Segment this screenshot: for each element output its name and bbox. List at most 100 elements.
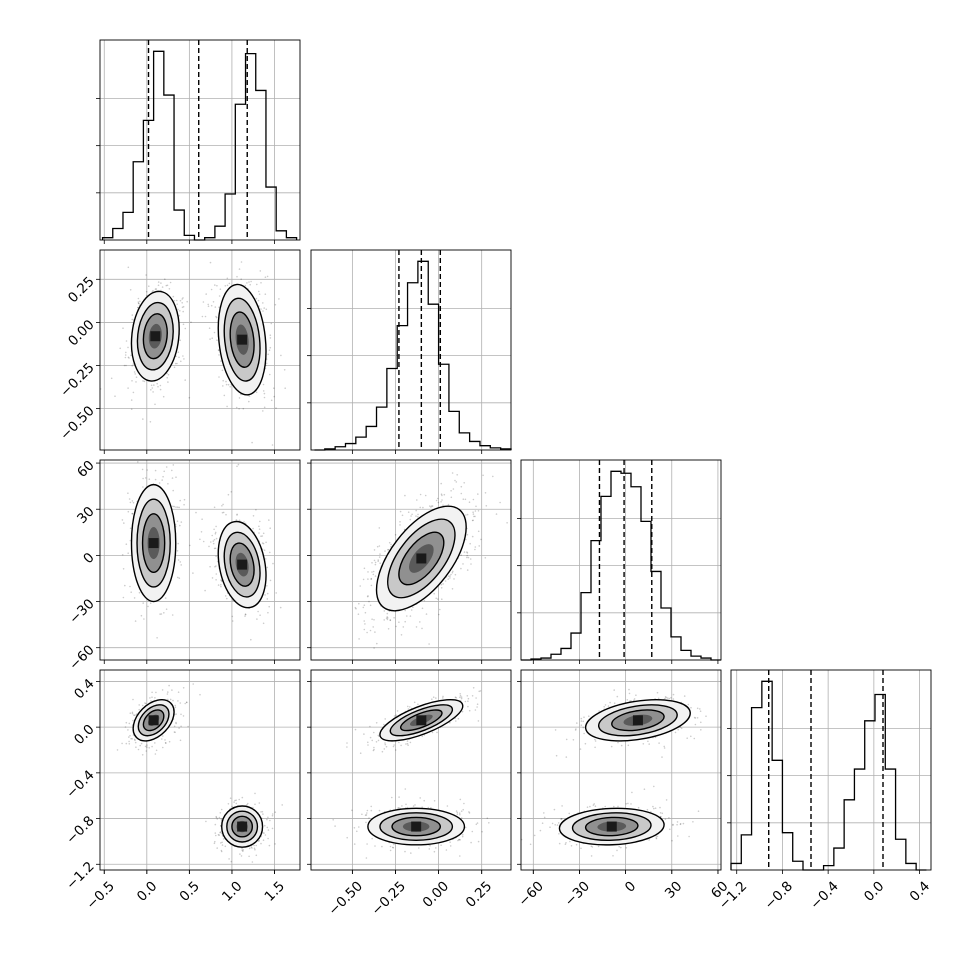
scatter-point [184, 702, 186, 705]
scatter-point [410, 609, 413, 611]
scatter-point [260, 535, 262, 537]
scatter-point [610, 745, 613, 748]
scatter-point [146, 744, 148, 746]
scatter-point [125, 340, 128, 342]
scatter-point [464, 826, 467, 829]
density-peak [411, 821, 422, 832]
scatter-point [572, 739, 575, 741]
scatter-point [127, 266, 130, 269]
scatter-point [171, 477, 174, 479]
scatter-point [216, 339, 218, 342]
scatter-point [128, 357, 130, 359]
scatter-point [129, 585, 131, 588]
scatter-point [168, 288, 171, 290]
joint-panel-3-1 [307, 669, 512, 874]
scatter-point [393, 843, 395, 846]
scatter-point [421, 607, 424, 610]
scatter-point [435, 597, 438, 600]
scatter-point [363, 733, 365, 735]
scatter-point [214, 306, 217, 308]
scatter-point [169, 281, 172, 284]
scatter-point [462, 498, 465, 501]
scatter-point [179, 702, 182, 704]
scatter-point [240, 855, 243, 857]
scatter-point [455, 810, 458, 812]
scatter-point [243, 521, 245, 523]
y-tick-label: 0.25 [65, 274, 98, 307]
scatter-point [220, 808, 223, 811]
scatter-point [255, 509, 257, 511]
scatter-point [642, 743, 645, 745]
scatter-point [456, 813, 459, 816]
scatter-point [280, 354, 282, 357]
scatter-point [179, 299, 182, 302]
scatter-point [159, 388, 162, 391]
scatter-point [477, 530, 480, 533]
scatter-point [242, 849, 245, 851]
scatter-point [376, 642, 378, 645]
scatter-point [271, 814, 274, 817]
scatter-point [399, 510, 402, 513]
scatter-point [258, 293, 261, 296]
joint-frame [310, 669, 512, 871]
scatter-point [123, 364, 126, 367]
scatter-point [268, 349, 271, 352]
scatter-point [390, 543, 392, 546]
scatter-point [626, 699, 629, 701]
scatter-point [436, 497, 439, 500]
scatter-point [138, 591, 141, 594]
scatter-point [686, 737, 688, 739]
scatter-point [174, 706, 177, 709]
scatter-point [477, 493, 479, 495]
scatter-point [268, 844, 271, 847]
scatter-point [124, 726, 127, 728]
scatter-point [367, 595, 369, 597]
scatter-point [145, 290, 148, 293]
scatter-point [384, 718, 387, 720]
scatter-point [441, 494, 443, 497]
scatter-point [267, 353, 270, 356]
scatter-point [383, 610, 386, 612]
density-peak [416, 715, 427, 726]
scatter-point [218, 376, 220, 378]
scatter-point [429, 844, 431, 847]
scatter-point [372, 626, 375, 628]
scatter-point [353, 827, 356, 829]
scatter-point [455, 720, 457, 722]
scatter-point [238, 798, 240, 801]
scatter-point [226, 284, 229, 287]
scatter-point [479, 690, 482, 692]
scatter-point [223, 394, 226, 397]
scatter-point [121, 519, 124, 521]
scatter-point [179, 499, 181, 502]
scatter-point [262, 383, 265, 386]
scatter-point [175, 506, 177, 508]
scatter-point [398, 807, 400, 809]
scatter-point [139, 300, 141, 303]
scatter-point [224, 595, 227, 597]
scatter-point [464, 700, 467, 703]
scatter-point [210, 288, 213, 291]
scatter-point [162, 746, 164, 749]
scatter-point [200, 531, 203, 533]
scatter-point [137, 748, 140, 751]
scatter-point [356, 830, 358, 833]
scatter-point [141, 704, 144, 707]
scatter-point [466, 556, 468, 559]
scatter-point [121, 554, 124, 556]
scatter-point [253, 844, 255, 847]
scatter-point [396, 710, 399, 712]
scatter-point [121, 742, 123, 745]
scatter-point [472, 519, 474, 522]
scatter-point [267, 611, 269, 614]
scatter-point [244, 615, 246, 617]
scatter-point [466, 552, 469, 554]
density-peak [150, 331, 161, 342]
scatter-point [127, 356, 130, 359]
scatter-point [149, 602, 152, 604]
scatter-point [460, 492, 463, 495]
joint-frame [99, 459, 301, 661]
scatter-point [604, 704, 607, 706]
scatter-point [166, 284, 169, 287]
scatter-point [475, 505, 477, 508]
